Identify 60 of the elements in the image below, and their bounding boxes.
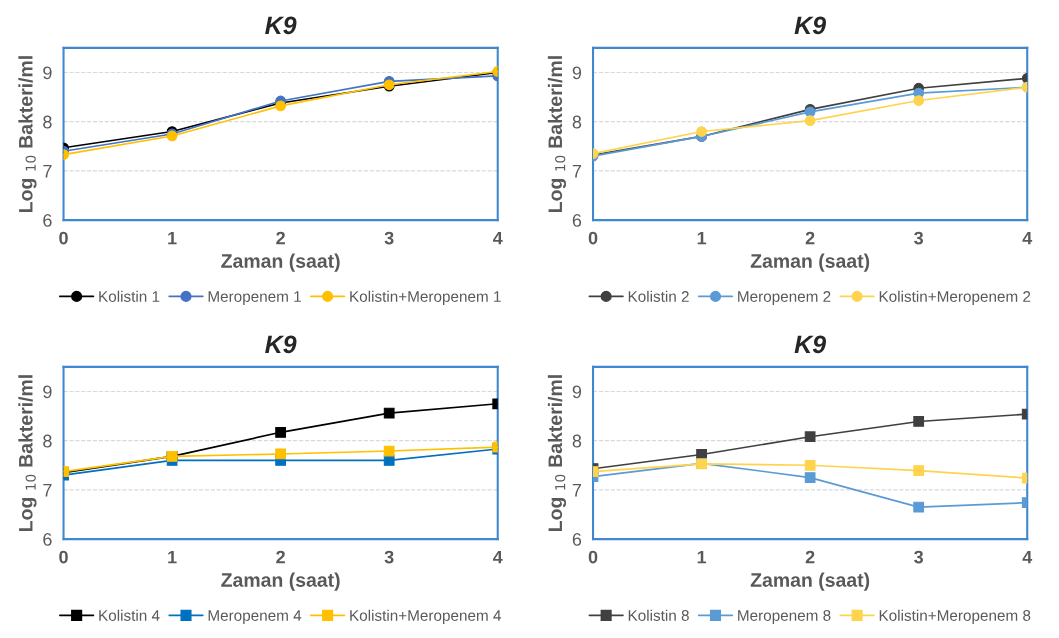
x-tick-label: 0 <box>588 550 598 564</box>
x-tick-label: 3 <box>384 231 394 245</box>
x-tick-label: 0 <box>588 231 598 245</box>
y-tick-label: 6 <box>572 214 582 227</box>
legend-label: Kolistin 4 <box>99 609 160 621</box>
legend-label: Kolistin+Meropenem 2 <box>879 290 1031 305</box>
chart-title: K9 <box>265 16 297 35</box>
y-tick-label: 9 <box>572 66 582 80</box>
legend-label: Kolistin 1 <box>99 290 160 302</box>
y-axis-title: Log $_{10}$ Bakteri/ml <box>547 375 567 532</box>
x-tick-label: 1 <box>168 231 177 245</box>
x-tick-label: 1 <box>697 550 707 564</box>
y-tick-label: 9 <box>43 66 52 80</box>
y-tick-label: 6 <box>43 533 52 546</box>
legend-label: Kolistin+Meropenem 8 <box>879 609 1031 624</box>
chart-title: K9 <box>794 16 826 35</box>
x-tick-label: 0 <box>59 550 68 564</box>
x-tick-label: 3 <box>914 231 924 245</box>
y-tick-label: 7 <box>43 165 52 178</box>
x-tick-label: 4 <box>1022 550 1033 564</box>
legend-label: Kolistin+Meropenem 1 <box>350 290 501 305</box>
y-tick-label: 8 <box>572 115 582 129</box>
y-tick-label: 7 <box>572 484 582 497</box>
x-axis-title: Zaman (saat) <box>221 253 340 272</box>
legend-label: Kolistin+Meropenem 4 <box>350 609 501 624</box>
x-tick-label: 4 <box>492 550 503 564</box>
x-axis-title: Zaman (saat) <box>750 253 870 272</box>
legend-label: Meropenem 8 <box>738 610 831 624</box>
x-tick-label: 1 <box>697 231 707 245</box>
x-tick-label: 1 <box>168 550 177 564</box>
y-axis-title: Log $_{10}$ Bakteri/ml <box>18 56 37 213</box>
y-tick-label: 9 <box>572 385 582 399</box>
x-tick-label: 3 <box>914 550 924 564</box>
x-tick-label: 3 <box>384 550 394 564</box>
y-tick-label: 8 <box>572 434 582 448</box>
y-tick-label: 8 <box>43 115 52 129</box>
chart-title: K9 <box>265 335 297 354</box>
x-axis-title: Zaman (saat) <box>221 572 340 591</box>
y-tick-label: 7 <box>43 484 52 497</box>
x-tick-label: 0 <box>59 231 68 245</box>
legend-label: Kolistin 2 <box>628 290 689 302</box>
legend-label: Meropenem 2 <box>738 291 831 305</box>
y-tick-label: 7 <box>572 165 582 178</box>
legend-label: Meropenem 4 <box>208 610 302 624</box>
y-tick-label: 6 <box>572 533 582 546</box>
y-tick-label: 9 <box>43 385 52 399</box>
x-axis-title: Zaman (saat) <box>750 572 870 591</box>
y-axis-title: Log $_{10}$ Bakteri/ml <box>547 56 567 213</box>
x-tick-label: 2 <box>276 550 285 564</box>
chart-title: K9 <box>794 335 826 354</box>
y-tick-label: 8 <box>43 434 52 448</box>
x-tick-label: 2 <box>805 550 815 564</box>
x-tick-label: 4 <box>1022 231 1033 245</box>
x-tick-label: 2 <box>805 231 815 245</box>
legend-label: Meropenem 1 <box>208 291 301 305</box>
x-tick-label: 4 <box>492 231 503 245</box>
legend-label: Kolistin 8 <box>628 609 689 621</box>
y-axis-title: Log $_{10}$ Bakteri/ml <box>18 375 37 532</box>
x-tick-label: 2 <box>276 231 285 245</box>
y-tick-label: 6 <box>43 214 52 227</box>
